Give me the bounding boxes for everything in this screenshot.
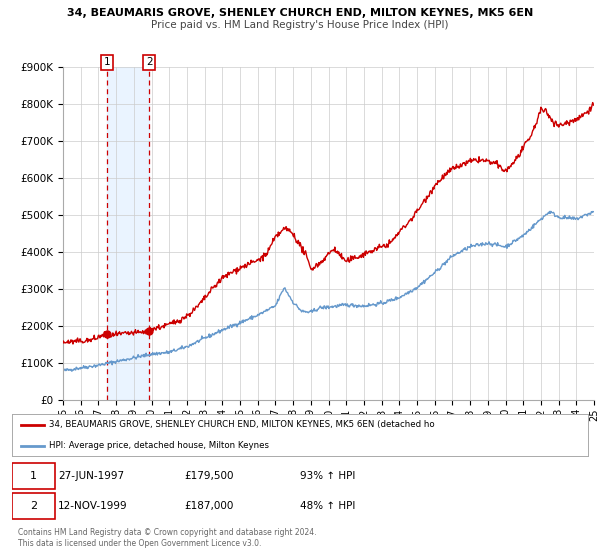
Text: Contains HM Land Registry data © Crown copyright and database right 2024.: Contains HM Land Registry data © Crown c…: [18, 528, 317, 536]
Text: 12-NOV-1999: 12-NOV-1999: [58, 501, 128, 511]
Text: 34, BEAUMARIS GROVE, SHENLEY CHURCH END, MILTON KEYNES, MK5 6EN (detached ho: 34, BEAUMARIS GROVE, SHENLEY CHURCH END,…: [49, 421, 435, 430]
Text: £179,500: £179,500: [185, 471, 234, 481]
Text: HPI: Average price, detached house, Milton Keynes: HPI: Average price, detached house, Milt…: [49, 441, 269, 450]
Text: £187,000: £187,000: [185, 501, 234, 511]
Text: 2: 2: [146, 57, 152, 67]
Text: 27-JUN-1997: 27-JUN-1997: [58, 471, 124, 481]
Text: 1: 1: [30, 471, 37, 481]
Text: 2: 2: [30, 501, 37, 511]
Text: 93% ↑ HPI: 93% ↑ HPI: [300, 471, 355, 481]
Bar: [107, 67, 149, 400]
FancyBboxPatch shape: [12, 463, 55, 489]
Text: Price paid vs. HM Land Registry's House Price Index (HPI): Price paid vs. HM Land Registry's House …: [151, 20, 449, 30]
Text: This data is licensed under the Open Government Licence v3.0.: This data is licensed under the Open Gov…: [18, 539, 262, 548]
FancyBboxPatch shape: [12, 493, 55, 519]
Text: 48% ↑ HPI: 48% ↑ HPI: [300, 501, 355, 511]
Text: 34, BEAUMARIS GROVE, SHENLEY CHURCH END, MILTON KEYNES, MK5 6EN: 34, BEAUMARIS GROVE, SHENLEY CHURCH END,…: [67, 8, 533, 18]
Text: 1: 1: [104, 57, 110, 67]
